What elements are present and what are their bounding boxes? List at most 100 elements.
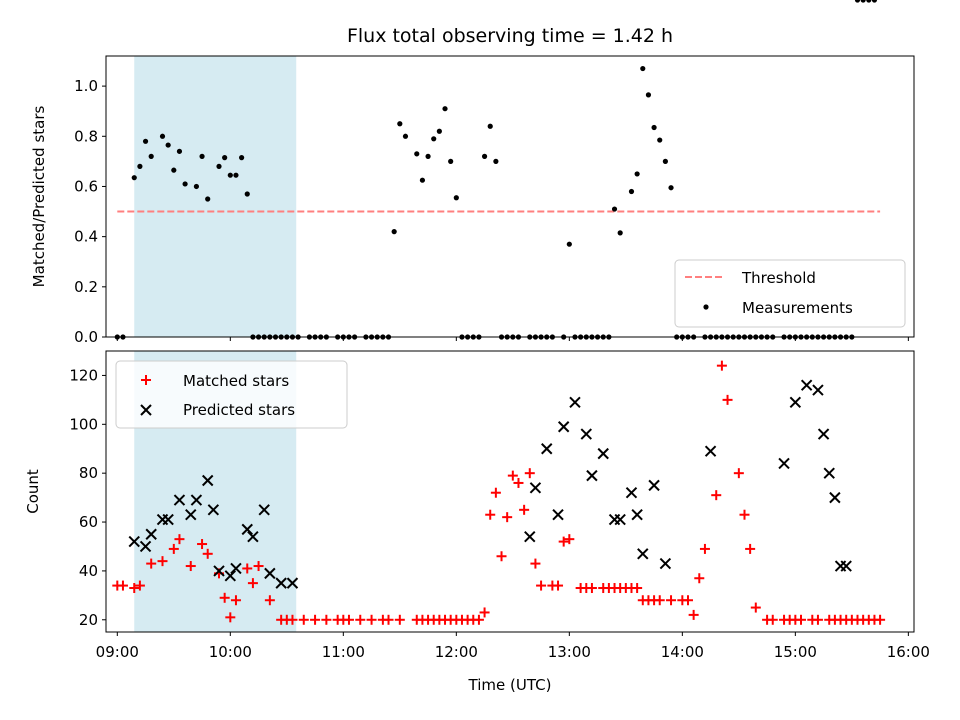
matched-star-point [519,504,530,515]
matched-star-point [321,614,332,625]
x-b [569,396,581,409]
matched-star-point [750,602,761,613]
x-b [586,469,598,482]
matched-stars-series [112,360,886,625]
predicted-star-point [789,396,802,409]
x-tick-label: 16:00 [887,643,930,661]
x-b [631,509,643,521]
x-b [648,479,660,492]
measurement-point [442,106,448,112]
measurement-point [481,153,488,159]
predicted-star-point [286,577,299,589]
chart-title: Flux total observing time = 1.42 h [347,25,673,47]
predicted-star-point [247,530,259,543]
predicted-star-point [224,570,237,582]
measurement-point [182,181,188,187]
x-b [812,384,824,396]
measurement-point [159,133,166,139]
measurement-point [193,183,200,190]
x-tick-label: 14:00 [661,643,704,661]
x-b [173,494,186,506]
matched-star-point [225,612,236,623]
matched-star-point [168,543,179,554]
predicted-star-point [241,523,253,536]
x-b [580,428,592,440]
x-b [247,530,259,543]
predicted-star-point [778,457,790,470]
measurement-point [233,172,239,178]
predicted-star-point [637,548,649,560]
measurement-point [448,158,454,164]
predicted-star-point [145,528,157,540]
x-b [597,447,609,460]
measurement-point [436,128,442,134]
x-tick-label: 13:00 [548,643,591,661]
x-b [829,491,841,504]
predicted-star-point [823,467,835,479]
measurement-point [148,153,154,159]
y-tick-label: 40 [79,562,98,580]
x-b [190,494,203,506]
x-b [637,548,649,560]
axes-frame-counts [105,350,915,633]
measurement-point [453,195,459,201]
matched-star-point [485,509,496,520]
y-axis-counts: 20 40 60 80 100 120 [69,366,106,629]
matched-star-point [129,583,140,594]
measurement-point [866,0,872,3]
x-b [614,513,626,526]
x-b [823,467,835,479]
x-b [557,421,570,433]
predicted-star-point [275,577,287,589]
x-tick-label: 11:00 [322,643,365,661]
predicted-star-point [201,474,214,487]
x-b [185,509,197,521]
shaded-interval-ratio [134,56,297,337]
x-b [241,523,253,536]
matched-star-point [586,583,597,594]
predicted-star-point [541,443,553,455]
measurement-point [142,138,149,144]
matched-star-point [117,580,128,591]
measurement-point [628,188,635,195]
x-tick-label: 10:00 [209,643,252,661]
matched-star-point [230,595,241,606]
measurement-point [222,155,228,161]
axes-frame-ratio [105,55,915,338]
x-b [286,577,299,589]
matched-star-point [632,583,643,594]
measurement-point [611,206,618,212]
panel-ratio: 0.0 0.2 0.4 0.6 0.8 1.0 Matched/Predicted sta… [30,0,915,346]
matched-star-point [202,548,213,559]
measurement-point [131,175,137,181]
legend-ratio: Threshold Measurements [674,259,906,328]
x-b [840,560,852,572]
predicted-star-point [162,513,174,526]
matched-star-point [473,614,484,625]
matched-star-point [298,614,309,625]
matched-star-point [711,490,722,501]
y-tick-label: 0.4 [74,228,98,246]
matched-star-point [134,580,145,591]
matched-star-point [739,509,750,520]
x-b [213,565,225,577]
measurement-point [487,123,493,129]
predicted-star-point [586,469,598,482]
matched-star-point [688,609,699,620]
measurement-point [176,148,183,154]
measurement-point [871,0,878,3]
measurement-point [199,153,205,159]
x-b [224,570,237,582]
measurement-point [425,153,431,159]
x-b [139,540,152,553]
y-axis-label-counts: Count [24,469,42,514]
y-tick-label: 100 [69,415,98,433]
measurement-point [657,137,663,143]
matched-star-point [343,614,354,625]
predicted-star-point [580,428,592,440]
predicted-star-point [829,491,841,504]
predicted-star-point [529,482,542,494]
matched-star-point [496,551,507,562]
measurement-point [431,136,437,142]
matched-star-point [722,394,733,405]
